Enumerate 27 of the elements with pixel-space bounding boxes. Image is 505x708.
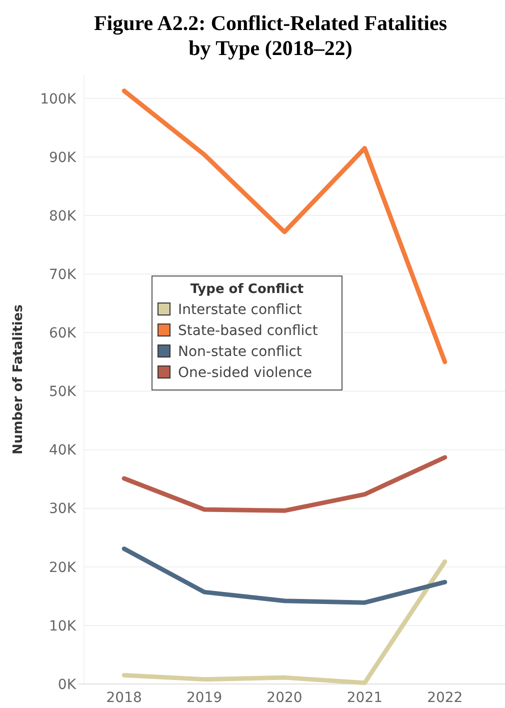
legend-title: Type of Conflict: [190, 282, 304, 297]
y-tick-label: 60K: [49, 326, 77, 342]
x-tick-label: 2019: [186, 690, 222, 706]
x-tick-label: 2020: [266, 690, 302, 706]
x-tick-label: 2018: [106, 690, 142, 706]
y-axis-title: Number of Fatalities: [11, 304, 26, 454]
line-series: [122, 88, 448, 364]
y-tick-label: 40K: [49, 442, 77, 459]
y-tick-label: 100K: [40, 91, 77, 108]
legend-label: One-sided violence: [178, 365, 312, 381]
line-series: [122, 546, 448, 605]
y-tick-label: 20K: [49, 560, 77, 576]
y-tick-label: 10K: [49, 618, 77, 634]
y-tick-label: 80K: [49, 208, 77, 224]
chart-title: Figure A2.2: Conflict-Related Fatalities by Type (2018–22): [94, 11, 448, 60]
y-tick-label: 30K: [49, 501, 77, 518]
legend-label: Non-state conflict: [178, 344, 302, 360]
y-tick-label: 0K: [58, 676, 77, 693]
y-tick-label: 90K: [49, 150, 77, 166]
line-series: [122, 559, 448, 686]
legend-label: State-based conflict: [178, 323, 318, 339]
line-series: [122, 455, 448, 513]
x-tick-label: 2022: [427, 690, 463, 706]
y-tick-label: 50K: [49, 384, 77, 400]
y-tick-label: 70K: [49, 266, 77, 283]
x-tick-label: 2021: [346, 690, 383, 706]
legend-label: Interstate conflict: [178, 302, 302, 318]
